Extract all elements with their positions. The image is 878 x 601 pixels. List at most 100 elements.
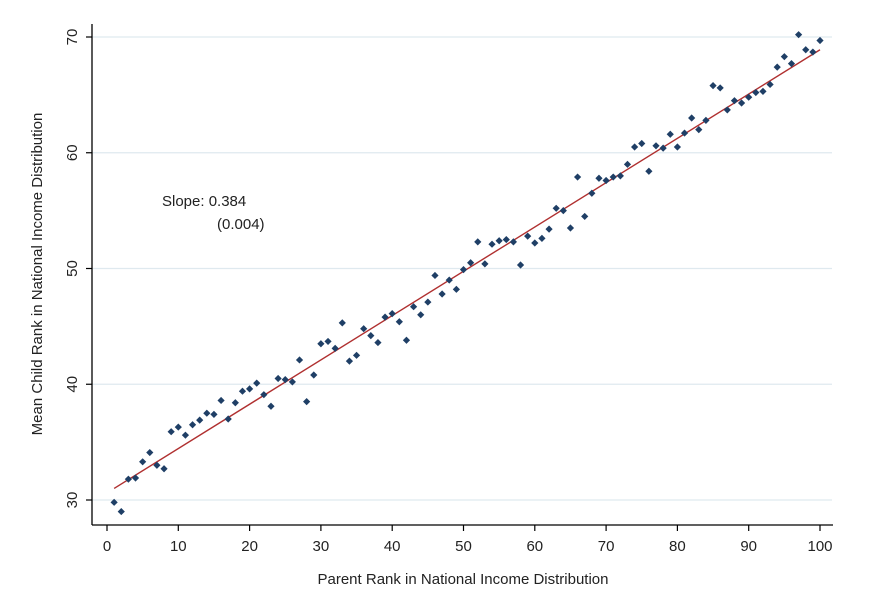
- data-point: [809, 48, 817, 56]
- data-point: [652, 142, 660, 150]
- data-point: [552, 204, 560, 212]
- data-point: [752, 88, 760, 97]
- y-tick-label: 70: [64, 29, 81, 46]
- data-point: [402, 336, 411, 344]
- data-point: [787, 60, 796, 68]
- data-point: [516, 261, 525, 269]
- data-point: [431, 271, 439, 280]
- x-tick-label: 0: [103, 538, 111, 555]
- data-point: [167, 428, 175, 436]
- data-point: [324, 337, 332, 346]
- data-point: [381, 313, 389, 321]
- data-point: [260, 391, 268, 399]
- data-point: [345, 357, 354, 365]
- data-point: [160, 465, 168, 473]
- data-point: [467, 259, 475, 267]
- x-tick-label: 40: [384, 538, 401, 555]
- y-axis-ticks: 30 40 50 60 70: [64, 29, 92, 509]
- data-point: [766, 80, 774, 89]
- data-point: [395, 318, 403, 326]
- data-point: [795, 31, 803, 39]
- data-point: [331, 344, 339, 352]
- data-point: [367, 332, 375, 340]
- data-point: [253, 379, 261, 387]
- y-tick-label: 50: [64, 260, 81, 277]
- data-point: [802, 46, 810, 54]
- data-point: [417, 311, 425, 319]
- data-point: [745, 93, 753, 101]
- data-point: [117, 507, 125, 516]
- y-axis-title: Mean Child Rank in National Income Distr…: [29, 113, 46, 436]
- data-point: [445, 276, 453, 284]
- data-point: [124, 475, 132, 483]
- data-point: [524, 232, 532, 240]
- data-point: [659, 144, 667, 152]
- x-axis-ticks: 0 10 20 30 40 50 60 70 80 90 100: [103, 525, 833, 555]
- data-point: [452, 285, 460, 293]
- data-point: [267, 402, 275, 410]
- data-point: [338, 319, 346, 327]
- data-point: [474, 238, 482, 246]
- data-point: [680, 129, 689, 137]
- x-tick-label: 20: [241, 538, 258, 555]
- x-axis-title: Parent Rank in National Income Distribut…: [318, 571, 609, 588]
- data-point: [509, 238, 518, 246]
- data-point: [488, 240, 496, 248]
- data-point: [181, 431, 190, 439]
- data-point: [623, 160, 632, 168]
- data-point: [481, 260, 489, 268]
- data-point: [602, 176, 610, 185]
- data-point: [502, 235, 510, 244]
- data-point: [374, 338, 382, 347]
- slope-annotation: Slope: 0.384: [162, 193, 246, 210]
- data-point: [616, 172, 624, 180]
- data-point: [595, 174, 603, 182]
- data-point: [360, 325, 368, 333]
- data-point: [581, 212, 589, 221]
- data-point: [210, 410, 218, 418]
- data-point: [773, 63, 781, 71]
- y-tick-label: 30: [64, 492, 81, 509]
- data-point: [545, 225, 553, 233]
- data-point: [588, 189, 596, 197]
- data-point: [695, 126, 703, 134]
- data-point: [288, 378, 296, 386]
- data-point: [188, 421, 197, 429]
- data-point: [281, 376, 289, 384]
- data-point: [153, 461, 161, 469]
- data-point: [559, 207, 567, 215]
- data-point: [573, 173, 582, 181]
- data-point: [702, 116, 710, 124]
- data-point: [495, 237, 503, 245]
- x-tick-label: 90: [740, 538, 757, 555]
- data-point: [531, 239, 539, 247]
- data-point: [723, 106, 731, 114]
- data-point: [139, 458, 147, 466]
- axes: [91, 24, 833, 526]
- data-point: [730, 97, 739, 105]
- x-tick-label: 50: [455, 538, 472, 555]
- data-point: [566, 224, 575, 232]
- data-point: [424, 298, 432, 306]
- data-points: [110, 31, 824, 516]
- x-tick-label: 10: [170, 538, 187, 555]
- data-point: [303, 398, 311, 406]
- data-point: [631, 143, 639, 151]
- data-point: [409, 303, 418, 311]
- data-point: [609, 173, 617, 181]
- data-point: [110, 498, 118, 506]
- data-point: [538, 234, 546, 243]
- data-point: [317, 340, 325, 348]
- data-point: [737, 99, 746, 107]
- data-point: [666, 130, 674, 138]
- data-point: [174, 423, 182, 431]
- data-point: [816, 36, 824, 45]
- data-point: [224, 415, 232, 423]
- x-tick-label: 70: [598, 538, 615, 555]
- data-point: [716, 84, 724, 92]
- data-point: [310, 371, 318, 379]
- data-point: [295, 356, 304, 364]
- data-point: [246, 385, 254, 393]
- y-tick-label: 40: [64, 376, 81, 393]
- data-point: [438, 290, 446, 298]
